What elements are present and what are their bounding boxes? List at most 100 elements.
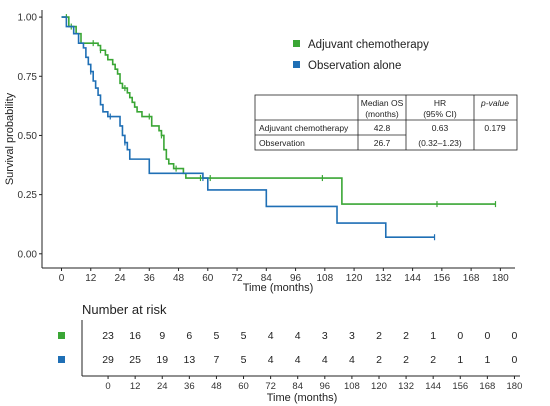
risk-value: 4: [268, 330, 274, 342]
risk-value: 23: [102, 330, 114, 342]
y-tick-label: 0.00: [18, 249, 38, 260]
risk-table: Number at risk 23 16 9 6 5 5 4 4 3 3 2 2 1 0 0 029 25 19 1…: [58, 302, 522, 404]
risk-value: 4: [268, 354, 274, 366]
risk-value: 25: [129, 354, 141, 366]
risk-x-tick-label: 12: [130, 381, 141, 392]
km-plot: 0.00 0.25 0.50 0.75 1.00 0 12 24 36 48 60 72 84 96 10…: [4, 10, 515, 294]
x-tick-label: 168: [463, 273, 480, 284]
risk-value: 1: [484, 354, 490, 366]
inset-row-adjuvant-label: Adjuvant chemotherapy: [259, 123, 349, 133]
risk-x-tick-label: 96: [320, 381, 331, 392]
risk-value: 0: [484, 330, 490, 342]
risk-x-tick-label: 144: [425, 381, 441, 392]
legend-label-observation: Observation alone: [308, 60, 401, 72]
risk-value: 4: [295, 330, 301, 342]
risk-value: 0: [512, 354, 518, 366]
risk-value: 2: [430, 354, 436, 366]
y-tick-label: 1.00: [18, 13, 38, 24]
risk-x-axis-label: Time (months): [267, 392, 338, 404]
series-line-adjuvant: [61, 16, 496, 205]
risk-x-tick-label: 108: [344, 381, 360, 392]
risk-values: 23 16 9 6 5 5 4 4 3 3 2 2 1 0 0 0 29 25 19 13 7 5 4 4 4 4 2 2 2 1 1 0: [102, 330, 517, 366]
x-tick-label: 132: [375, 273, 392, 284]
risk-x-tick-label: 156: [452, 381, 468, 392]
x-tick-label: 48: [173, 273, 185, 284]
inset-row-pvalue: 0.179: [484, 123, 506, 133]
risk-x-tick-label: 0: [105, 381, 110, 392]
risk-value: 3: [349, 330, 355, 342]
risk-value: 0: [512, 330, 518, 342]
risk-x-tick-label: 48: [211, 381, 222, 392]
risk-x-ticks: 0 12 24 36 48 60 72 84 96 108 120 132 144 156 168 180: [105, 376, 522, 392]
y-axis-label: Survival probability: [4, 92, 16, 185]
risk-table-title: Number at risk: [82, 302, 167, 317]
risk-value: 2: [403, 330, 409, 342]
series-line-observation: [61, 16, 435, 239]
risk-value: 7: [214, 354, 220, 366]
legend-swatch-observation: [293, 61, 300, 68]
risk-value: 4: [295, 354, 301, 366]
survival-curves: [61, 14, 497, 241]
x-tick-label: 84: [261, 273, 273, 284]
y-tick-label: 0.50: [18, 131, 38, 142]
risk-value: 16: [129, 330, 141, 342]
risk-value: 9: [159, 330, 165, 342]
inset-header-pvalue: p-value: [480, 98, 509, 108]
x-tick-label: 96: [290, 273, 302, 284]
y-ticks: 0.00 0.25 0.50 0.75 1.00: [18, 13, 42, 260]
risk-value: 1: [457, 354, 463, 366]
inset-row-observation-median: 26.7: [374, 138, 391, 148]
inset-row-adjuvant-median: 42.8: [374, 123, 391, 133]
inset-header-median-line2: (months): [365, 109, 399, 119]
x-tick-label: 36: [144, 273, 156, 284]
x-tick-label: 120: [346, 273, 363, 284]
risk-value: 3: [322, 330, 328, 342]
inset-row-observation-label: Observation: [259, 138, 305, 148]
inset-table-border: [254, 94, 518, 151]
legend: Adjuvant chemotherapy Observation alone: [293, 39, 429, 72]
risk-x-tick-label: 72: [265, 381, 276, 392]
inset-header-hr-line1: HR: [434, 98, 446, 108]
legend-swatch-adjuvant: [293, 40, 300, 47]
inset-row-hr-ci: (0.32–1.23): [418, 138, 462, 148]
risk-value: 5: [241, 354, 247, 366]
x-tick-label: 24: [114, 273, 126, 284]
x-tick-label: 0: [59, 273, 65, 284]
risk-value: 2: [376, 330, 382, 342]
x-tick-label: 72: [231, 273, 243, 284]
x-axis-label: Time (months): [243, 282, 314, 294]
y-tick-label: 0.25: [18, 190, 38, 201]
risk-value: 6: [186, 330, 192, 342]
risk-x-tick-label: 60: [238, 381, 249, 392]
x-tick-label: 12: [85, 273, 97, 284]
risk-value: 2: [376, 354, 382, 366]
risk-value: 29: [102, 354, 114, 366]
y-tick-label: 0.75: [18, 72, 38, 83]
inset-header-median-line1: Median OS: [361, 98, 404, 108]
risk-value: 4: [349, 354, 355, 366]
risk-value: 2: [403, 354, 409, 366]
risk-swatch-observation: [58, 356, 65, 363]
x-tick-label: 60: [202, 273, 214, 284]
risk-x-tick-label: 132: [398, 381, 414, 392]
x-tick-label: 108: [316, 273, 333, 284]
x-tick-label: 144: [404, 273, 421, 284]
risk-x-tick-label: 180: [507, 381, 523, 392]
risk-value: 13: [183, 354, 195, 366]
risk-x-tick-label: 36: [184, 381, 195, 392]
legend-label-adjuvant: Adjuvant chemotherapy: [308, 39, 429, 51]
risk-value: 19: [156, 354, 168, 366]
risk-value: 0: [457, 330, 463, 342]
risk-value: 4: [322, 354, 328, 366]
risk-x-tick-label: 168: [479, 381, 495, 392]
x-tick-label: 156: [434, 273, 451, 284]
inset-table: Median OS (months) HR (95% CI) p-value A…: [254, 94, 518, 151]
risk-value: 1: [430, 330, 436, 342]
risk-value: 5: [241, 330, 247, 342]
x-tick-label: 180: [492, 273, 509, 284]
risk-swatch-adjuvant: [58, 332, 65, 339]
x-ticks: 0 12 24 36 48 60 72 84 96 108 120 132 144 156 168 180: [59, 268, 509, 284]
inset-row-hr: 0.63: [432, 123, 449, 133]
risk-x-tick-label: 84: [292, 381, 303, 392]
